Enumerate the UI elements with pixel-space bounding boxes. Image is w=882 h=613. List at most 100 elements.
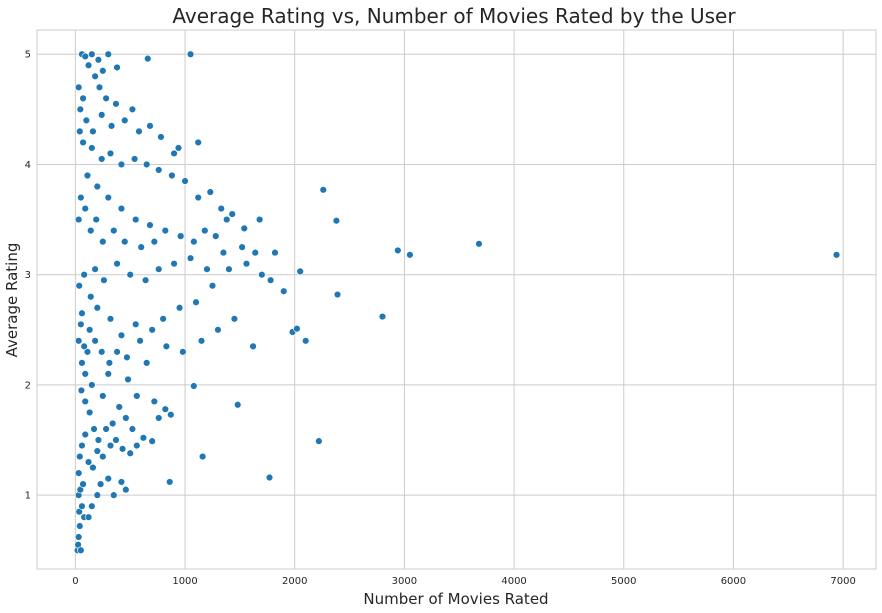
data-point	[228, 210, 236, 218]
data-point	[155, 414, 163, 422]
data-point	[83, 171, 92, 180]
data-point	[107, 122, 116, 130]
data-point	[214, 326, 222, 334]
data-point	[230, 315, 239, 323]
data-point	[85, 408, 94, 417]
data-point	[110, 226, 118, 235]
data-point	[271, 248, 279, 257]
data-point	[159, 315, 167, 323]
data-point	[87, 293, 95, 301]
data-point	[126, 270, 134, 279]
chart-title: Average Rating vs, Number of Movies Rate…	[172, 4, 736, 28]
data-point	[81, 204, 89, 213]
data-point	[89, 127, 97, 136]
data-point	[475, 240, 483, 248]
data-point	[150, 397, 159, 406]
data-point	[93, 447, 102, 455]
x-tick-label: 3000	[392, 576, 417, 587]
data-point	[92, 215, 100, 224]
data-point	[112, 436, 120, 444]
y-tick-labels: 1 2 3 4 5	[25, 50, 31, 502]
data-point	[190, 382, 198, 390]
data-point	[176, 232, 185, 240]
data-point	[76, 127, 84, 136]
data-point	[113, 259, 121, 268]
data-point	[99, 452, 107, 461]
data-point	[84, 458, 93, 466]
data-point	[251, 248, 259, 257]
data-point	[96, 480, 105, 488]
data-point	[123, 353, 131, 362]
data-point	[98, 155, 106, 163]
data-point	[167, 410, 175, 419]
data-point	[89, 463, 97, 472]
data-point	[77, 193, 85, 202]
data-point	[87, 226, 95, 235]
data-point	[117, 160, 126, 169]
data-point	[217, 204, 225, 213]
data-point	[104, 50, 112, 58]
data-point	[79, 94, 87, 103]
data-point	[234, 401, 242, 409]
data-point	[198, 452, 207, 461]
y-tick-label: 5	[25, 50, 31, 61]
x-tick-label: 1000	[172, 576, 197, 587]
data-point	[197, 337, 206, 345]
data-point	[77, 386, 86, 395]
data-point	[174, 144, 183, 152]
y-axis-title: Average Rating	[3, 243, 21, 358]
data-point	[190, 237, 198, 246]
data-point	[93, 491, 102, 499]
data-point	[128, 105, 137, 114]
data-point	[79, 480, 87, 488]
data-point	[82, 116, 91, 125]
data-point	[162, 342, 171, 351]
data-point	[105, 359, 114, 367]
data-point	[118, 445, 127, 453]
data-point	[155, 265, 163, 273]
data-point	[242, 259, 251, 268]
data-point	[194, 193, 202, 202]
data-point	[98, 348, 106, 356]
data-point	[170, 259, 178, 268]
data-point	[179, 348, 187, 356]
data-point	[78, 502, 86, 510]
data-point	[249, 342, 257, 351]
data-point	[144, 54, 152, 63]
y-tick-label: 1	[25, 491, 31, 502]
data-point	[136, 337, 144, 345]
data-point	[106, 441, 115, 450]
x-axis-title: Number of Movies Rated	[363, 590, 548, 608]
data-point	[206, 188, 214, 196]
data-point	[78, 309, 86, 317]
x-tick-label: 7000	[830, 576, 855, 587]
data-point	[91, 337, 99, 345]
data-point	[406, 251, 414, 259]
data-point	[81, 370, 89, 378]
data-point	[319, 186, 327, 194]
data-point	[81, 52, 89, 61]
data-point	[88, 381, 96, 389]
data-point	[121, 237, 129, 246]
data-point	[74, 83, 83, 92]
x-tick-label: 5000	[611, 576, 636, 587]
data-point	[98, 111, 106, 119]
data-point	[113, 63, 121, 72]
data-point	[90, 425, 98, 433]
data-point	[130, 155, 139, 163]
data-point	[74, 469, 83, 477]
data-point	[301, 337, 310, 345]
data-point	[91, 265, 99, 273]
data-point	[142, 359, 151, 367]
x-tick-label: 0	[72, 576, 78, 587]
data-point	[76, 452, 84, 461]
data-point	[112, 100, 120, 108]
data-point	[95, 83, 104, 92]
data-point	[148, 437, 156, 445]
data-point	[166, 478, 174, 486]
data-point	[99, 392, 107, 400]
data-point	[148, 326, 156, 334]
data-point	[832, 251, 841, 259]
data-point	[266, 276, 275, 284]
